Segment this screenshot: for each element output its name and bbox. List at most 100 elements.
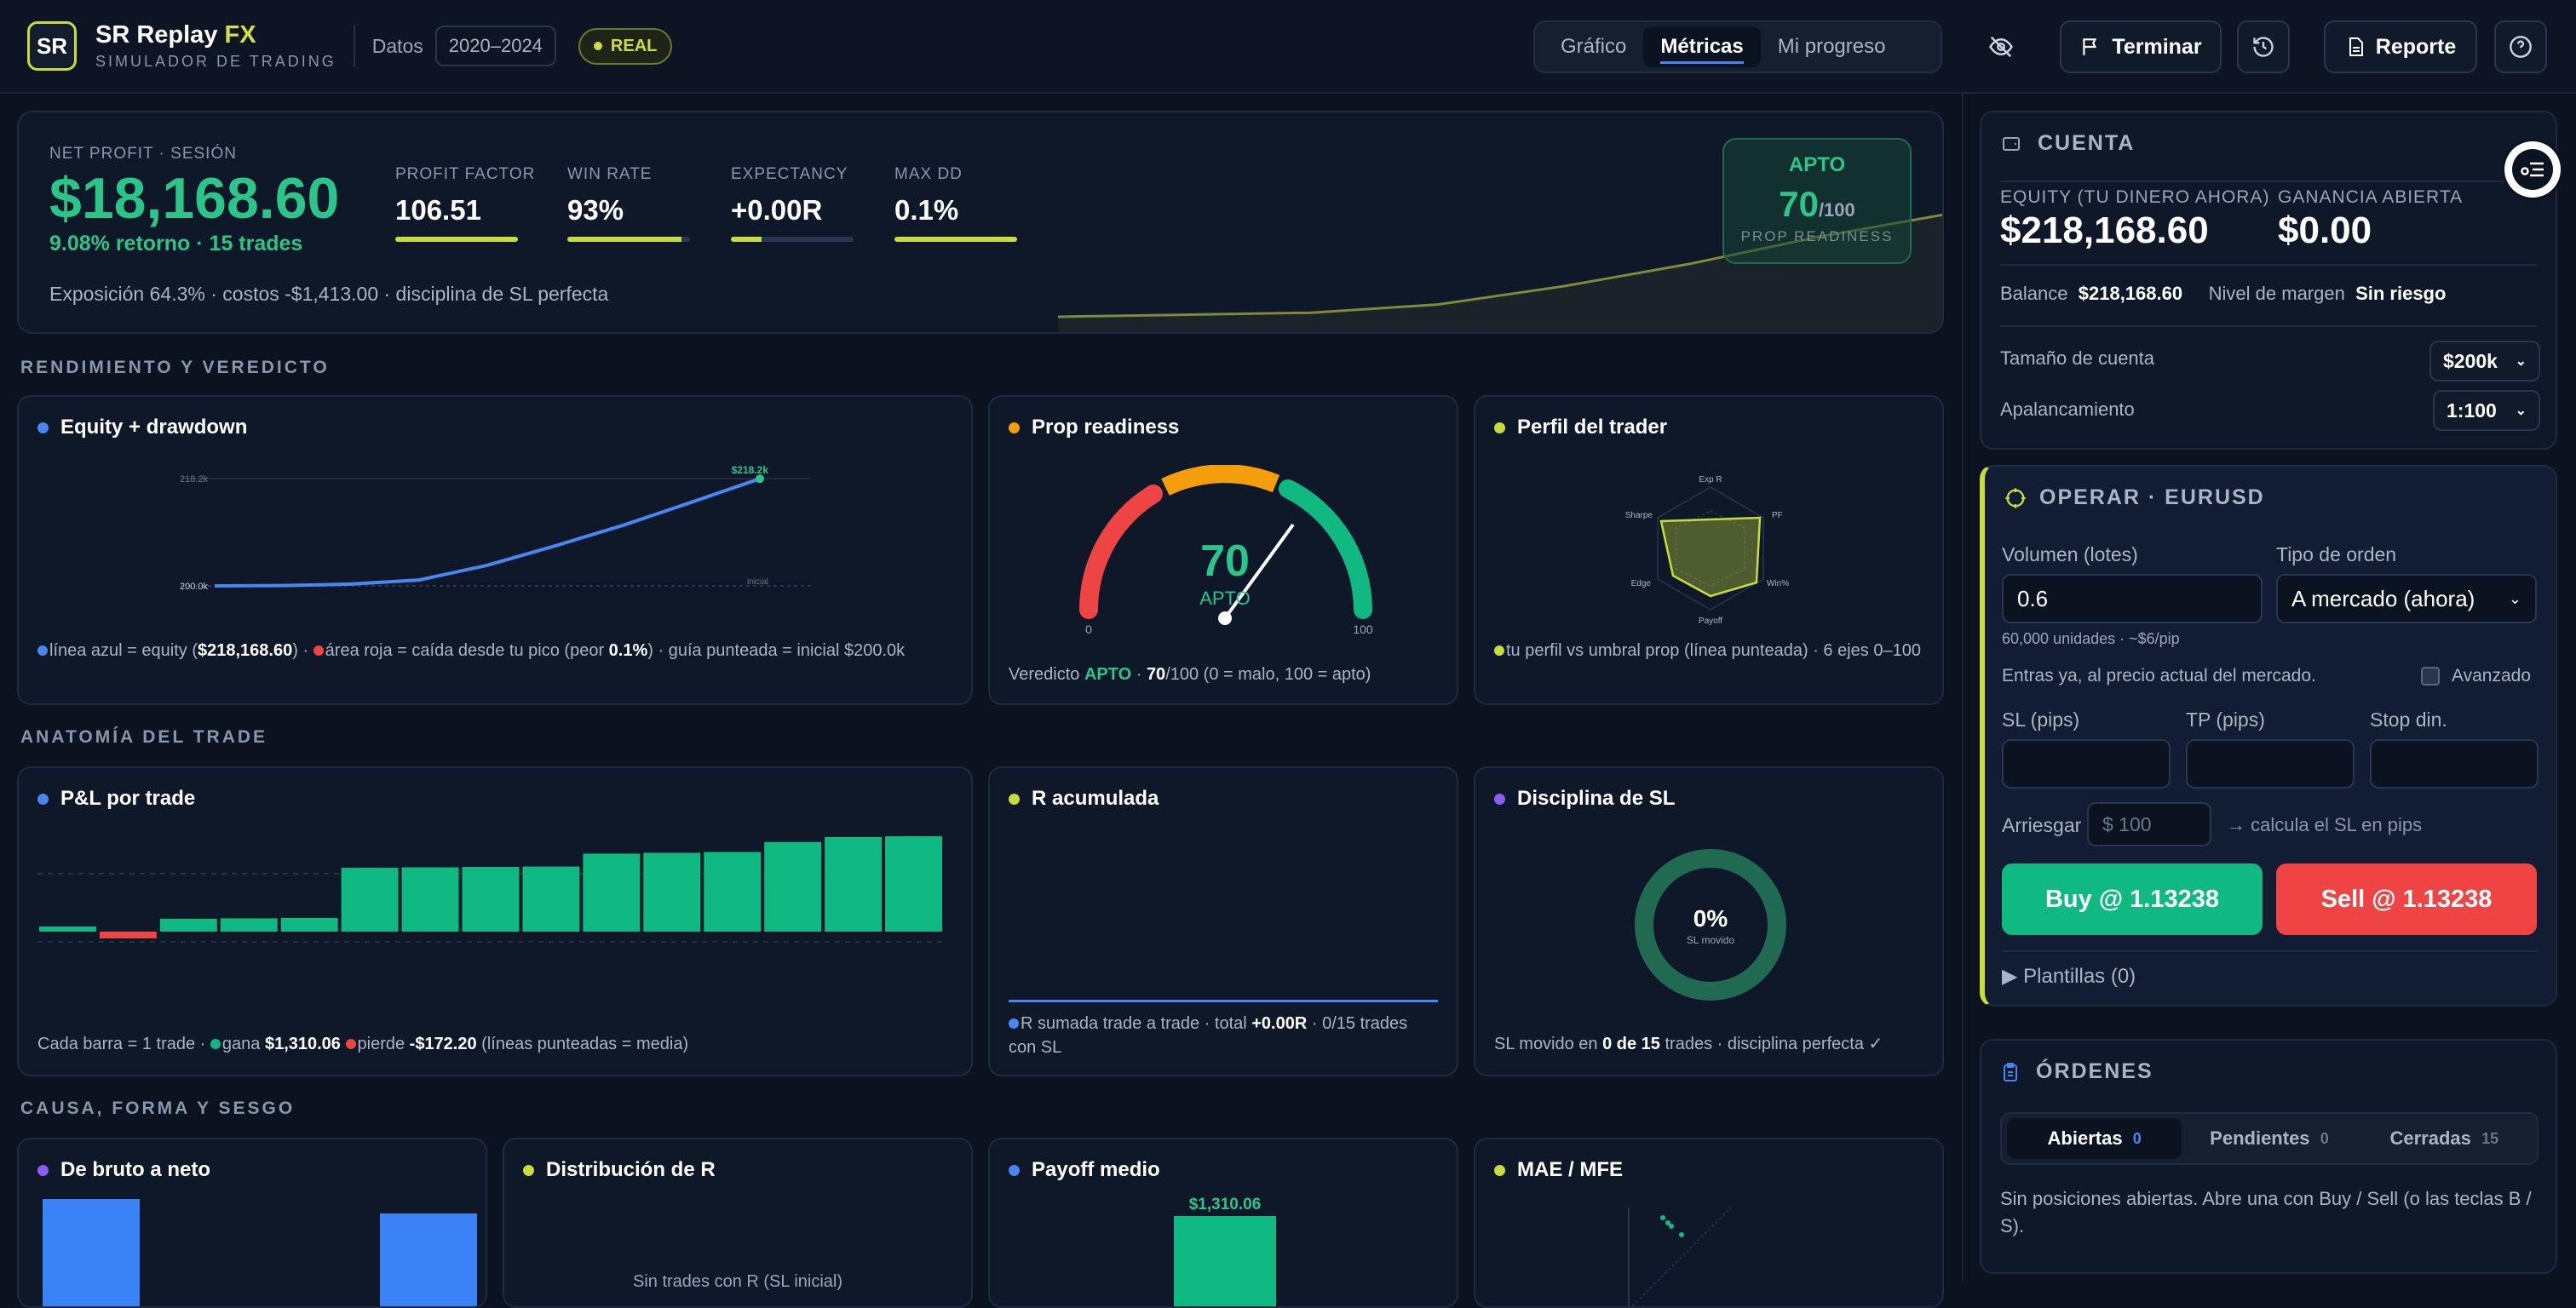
tab-label: Abiertas — [2047, 1127, 2123, 1149]
foot-text: · 0/15 trades con SL — [1009, 1014, 1408, 1057]
open-value: $0.00 — [2278, 209, 2372, 251]
dot-icon — [37, 645, 48, 656]
terminar-button[interactable]: Terminar — [2060, 20, 2222, 73]
foot-strong: -$172.20 — [409, 1035, 477, 1053]
kpi-value: +0.00R — [731, 194, 823, 226]
order-hint: Entras ya, al precio actual del mercado. — [2002, 666, 2316, 686]
donut-ring — [1635, 849, 1786, 1001]
inicial-label: inicial — [747, 577, 768, 587]
tab-metricas[interactable]: Métricas — [1643, 26, 1761, 67]
pnl-bar — [462, 867, 520, 932]
card-foot: SL movido en 0 de 15 trades · disciplina… — [1494, 1032, 1923, 1056]
peak-label: $218.2k — [732, 465, 769, 476]
orders-tabs: Abiertas 0 Pendientes 0 Cerradas 15 — [2000, 1112, 2539, 1165]
tab-count: 15 — [2481, 1129, 2499, 1147]
foot-strong: $218,168.60 — [198, 641, 293, 660]
hide-icon[interactable] — [1973, 20, 2029, 73]
divider — [2000, 264, 2537, 266]
sl-input[interactable] — [2002, 739, 2171, 789]
help-button[interactable] — [2494, 20, 2547, 73]
tab-abiertas[interactable]: Abiertas 0 — [2007, 1118, 2182, 1159]
axis-label: Edge — [1631, 579, 1652, 588]
payoff-value: $1,310.06 — [1188, 1196, 1262, 1213]
point — [1669, 1224, 1674, 1229]
tab-cerradas[interactable]: Cerradas 15 — [2357, 1118, 2532, 1159]
leverage-select[interactable]: 1:100 ⌄ — [2433, 390, 2540, 431]
title-text: De bruto a neto — [60, 1158, 211, 1181]
dot-icon — [523, 1164, 534, 1176]
panel-title-text: ÓRDENES — [2036, 1059, 2153, 1083]
dot-icon — [345, 1039, 356, 1049]
dot-icon — [1009, 422, 1020, 433]
foot-strong: APTO — [1084, 665, 1132, 684]
equity-label: EQUITY (TU DINERO AHORA) — [2000, 187, 2270, 207]
equity-value: $218,168.60 — [2000, 209, 2209, 251]
section-rendimiento: RENDIMIENTO Y VEREDICTO — [20, 358, 330, 377]
advanced-toggle[interactable]: Avanzado — [2421, 666, 2531, 686]
history-button[interactable] — [2237, 20, 2290, 73]
card-title: Prop readiness — [1009, 416, 1179, 439]
sell-button[interactable]: Sell @ 1.13238 — [2276, 863, 2537, 935]
point — [1660, 1215, 1665, 1220]
stop-input[interactable] — [2370, 739, 2539, 789]
pnl-bar — [280, 917, 338, 932]
prop-readiness-badge: APTO 70/100 PROP READINESS — [1722, 138, 1912, 264]
balance-value: $218,168.60 — [2078, 283, 2183, 304]
select-value: 1:100 — [2447, 399, 2497, 422]
filter-fab[interactable] — [2504, 141, 2561, 198]
orders-empty: Sin posiciones abiertas. Abre una con Bu… — [2000, 1188, 2532, 1236]
pnl-bar — [220, 918, 278, 932]
gauge-min: 0 — [1085, 622, 1092, 635]
cuenta-panel: CUENTA EQUITY (TU DINERO AHORA) $218,168… — [1980, 111, 2557, 450]
templates-toggle[interactable]: ▶ Plantillas (0) — [2002, 965, 2136, 988]
kpi-win-rate: WIN RATE 93% — [567, 165, 690, 242]
diagonal — [1630, 1207, 1732, 1306]
order-type-select[interactable]: A mercado (ahora) ⌄ — [2276, 574, 2537, 623]
tab-grafico[interactable]: Gráfico — [1561, 35, 1627, 58]
card-foot: tu perfil vs umbral prop (línea punteada… — [1494, 639, 1923, 663]
view-tabs: Gráfico Métricas Mi progreso — [1533, 20, 1942, 73]
pnl-bar — [401, 867, 459, 932]
kpi-bar — [731, 237, 854, 242]
pnl-bar — [825, 836, 883, 932]
operar-panel: OPERAR · EURUSD Volumen (lotes) 0.6 Tipo… — [1980, 465, 2557, 1007]
buy-button[interactable]: Buy @ 1.13238 — [2002, 863, 2263, 935]
foot-text: línea azul = equity ( — [49, 641, 198, 660]
exposure-text: Exposición 64.3% · costos -$1,413.00 · d… — [49, 283, 609, 305]
dot-icon — [210, 1039, 221, 1049]
gauge-max: 100 — [1353, 622, 1373, 635]
open-label: GANANCIA ABIERTA — [2278, 187, 2464, 207]
gauge-amber — [1161, 465, 1280, 496]
radar-profile — [1659, 516, 1762, 598]
pnl-bar — [159, 918, 217, 932]
foot-text: gana — [221, 1035, 265, 1053]
card-title: Payoff medio — [1009, 1158, 1160, 1182]
data-range[interactable]: 2020–2024 — [434, 26, 556, 66]
filter-icon — [2512, 149, 2553, 190]
sl-donut: 0% SL movido — [1635, 849, 1786, 1001]
equity-chart: $218.2k $200.0k inicial $218.2k — [181, 465, 811, 592]
tab-pendientes[interactable]: Pendientes 0 — [2182, 1118, 2356, 1159]
card-payoff: Payoff medio $1,310.06 — [988, 1138, 1458, 1308]
gauge-green — [1279, 479, 1372, 619]
axis-label: PF — [1772, 511, 1783, 520]
card-prop-readiness: Prop readiness 70 APTO 0 100 Veredicto A… — [988, 395, 1458, 705]
card-foot: Cada barra = 1 trade · gana $1,310.06 pi… — [37, 1032, 952, 1056]
tab-progreso[interactable]: Mi progreso — [1777, 35, 1886, 58]
dot-icon — [1494, 1164, 1505, 1176]
checkbox[interactable] — [2421, 667, 2440, 686]
balance-row: Balance $218,168.60 Nivel de margen Sin … — [2000, 283, 2446, 305]
pnl-bar — [885, 836, 942, 932]
tp-input[interactable] — [2186, 739, 2355, 789]
tab-label: Cerradas — [2389, 1127, 2471, 1149]
radar-outer — [1657, 486, 1764, 611]
risk-input[interactable]: $ 100 — [2087, 802, 2211, 846]
mae-scatter — [1628, 1207, 1732, 1306]
dot-icon — [1009, 793, 1020, 805]
reporte-button[interactable]: Reporte — [2324, 20, 2477, 73]
foot-strong: +0.00R — [1251, 1014, 1308, 1033]
volume-input[interactable]: 0.6 — [2002, 574, 2263, 623]
account-size-select[interactable]: $200k ⌄ — [2429, 341, 2540, 382]
flag-icon — [2083, 38, 2097, 55]
foot-text: ) · guía punteada = inicial $200.0k — [647, 641, 906, 660]
